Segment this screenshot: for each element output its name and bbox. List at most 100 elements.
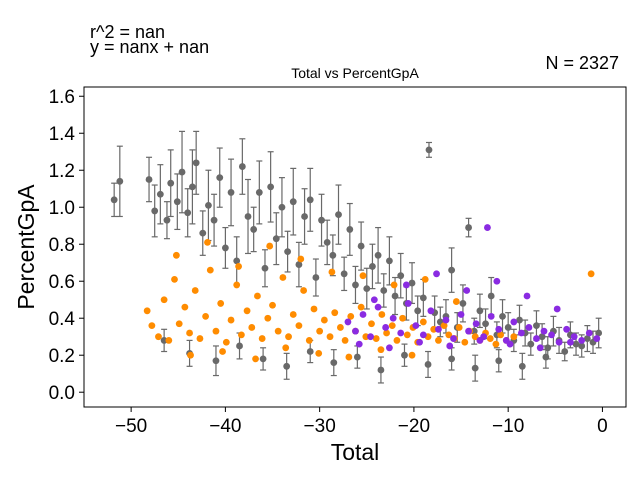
data-point: [238, 331, 245, 339]
data-point: [403, 331, 411, 339]
data-point: [282, 344, 290, 352]
data-point: [457, 311, 465, 318]
data-point: [305, 337, 313, 344]
data-point: [463, 287, 471, 294]
data-point: [284, 248, 292, 256]
data-point: [357, 242, 365, 250]
data-point: [504, 324, 512, 331]
data-point: [352, 327, 359, 335]
data-point: [285, 333, 292, 341]
data-point: [383, 329, 390, 337]
data-point: [367, 333, 374, 341]
data-point: [312, 274, 320, 281]
data-point: [414, 307, 422, 315]
data-point: [328, 268, 336, 276]
data-point: [172, 251, 180, 259]
data-point: [377, 346, 385, 354]
data-point: [493, 277, 501, 285]
data-point: [459, 300, 467, 307]
data-point: [359, 272, 367, 280]
plot-frame: [83, 86, 627, 408]
data-point: [184, 209, 192, 217]
data-point: [450, 335, 457, 342]
data-point: [254, 292, 261, 300]
data-point: [357, 303, 365, 311]
data-point: [408, 351, 416, 359]
data-point: [216, 174, 224, 182]
data-point: [248, 324, 256, 331]
data-point: [238, 163, 246, 170]
data-point: [533, 335, 540, 342]
data-point: [116, 177, 124, 185]
data-point: [274, 327, 282, 335]
data-point: [289, 311, 297, 318]
data-point: [506, 340, 514, 348]
data-point: [570, 333, 578, 341]
data-point: [484, 224, 491, 231]
data-point: [210, 216, 218, 224]
data-point: [487, 312, 495, 320]
data-point: [486, 335, 494, 342]
data-point: [316, 327, 324, 335]
data-point: [523, 292, 531, 300]
data-point: [585, 329, 593, 337]
data-point: [542, 353, 550, 361]
plot-area: [110, 130, 603, 384]
data-point: [372, 335, 380, 342]
data-point: [595, 329, 603, 337]
data-point: [347, 312, 355, 320]
data-point: [345, 353, 353, 361]
data-point: [297, 255, 305, 263]
data-point: [368, 320, 375, 328]
data-point: [283, 362, 291, 370]
data-point: [419, 318, 427, 326]
data-point: [487, 292, 495, 300]
data-point: [252, 355, 259, 363]
y-tick-label: 1.6: [49, 87, 75, 108]
data-point: [446, 342, 454, 350]
data-point: [388, 322, 396, 330]
data-point: [346, 226, 354, 233]
data-point: [435, 325, 442, 333]
data-point: [278, 203, 286, 211]
data-point: [587, 270, 595, 278]
data-point: [163, 216, 171, 224]
data-point: [470, 327, 478, 335]
data-point: [165, 337, 173, 344]
data-point: [389, 314, 397, 322]
data-point: [510, 318, 518, 326]
data-point: [258, 335, 266, 342]
data-point: [374, 303, 382, 311]
data-point: [160, 337, 168, 344]
data-point: [495, 357, 503, 365]
data-point: [393, 337, 401, 344]
data-point: [404, 300, 412, 307]
data-point: [378, 311, 386, 318]
y-tick-label: 1.0: [49, 198, 75, 219]
data-point: [476, 307, 484, 315]
data-point: [300, 287, 308, 294]
data-point: [212, 357, 220, 365]
data-point: [110, 196, 118, 204]
data-point: [156, 190, 164, 198]
data-point: [566, 338, 574, 346]
data-point: [442, 316, 450, 324]
series-0: [110, 130, 603, 384]
data-point: [315, 349, 323, 357]
data-point: [306, 196, 314, 204]
data-point: [421, 275, 429, 283]
y-tick-label: 0.2: [49, 346, 75, 367]
data-point: [476, 337, 484, 344]
data-point: [419, 331, 427, 339]
data-point: [318, 216, 325, 224]
sample-count-annotation: N = 2327: [545, 53, 619, 73]
data-point: [320, 316, 328, 324]
data-point: [516, 316, 523, 324]
data-point: [264, 314, 272, 322]
data-point: [386, 257, 393, 265]
data-point: [448, 355, 456, 363]
data-point: [401, 351, 408, 359]
data-point: [555, 338, 563, 346]
data-point: [465, 327, 472, 335]
x-axis-title: Total: [331, 439, 380, 465]
